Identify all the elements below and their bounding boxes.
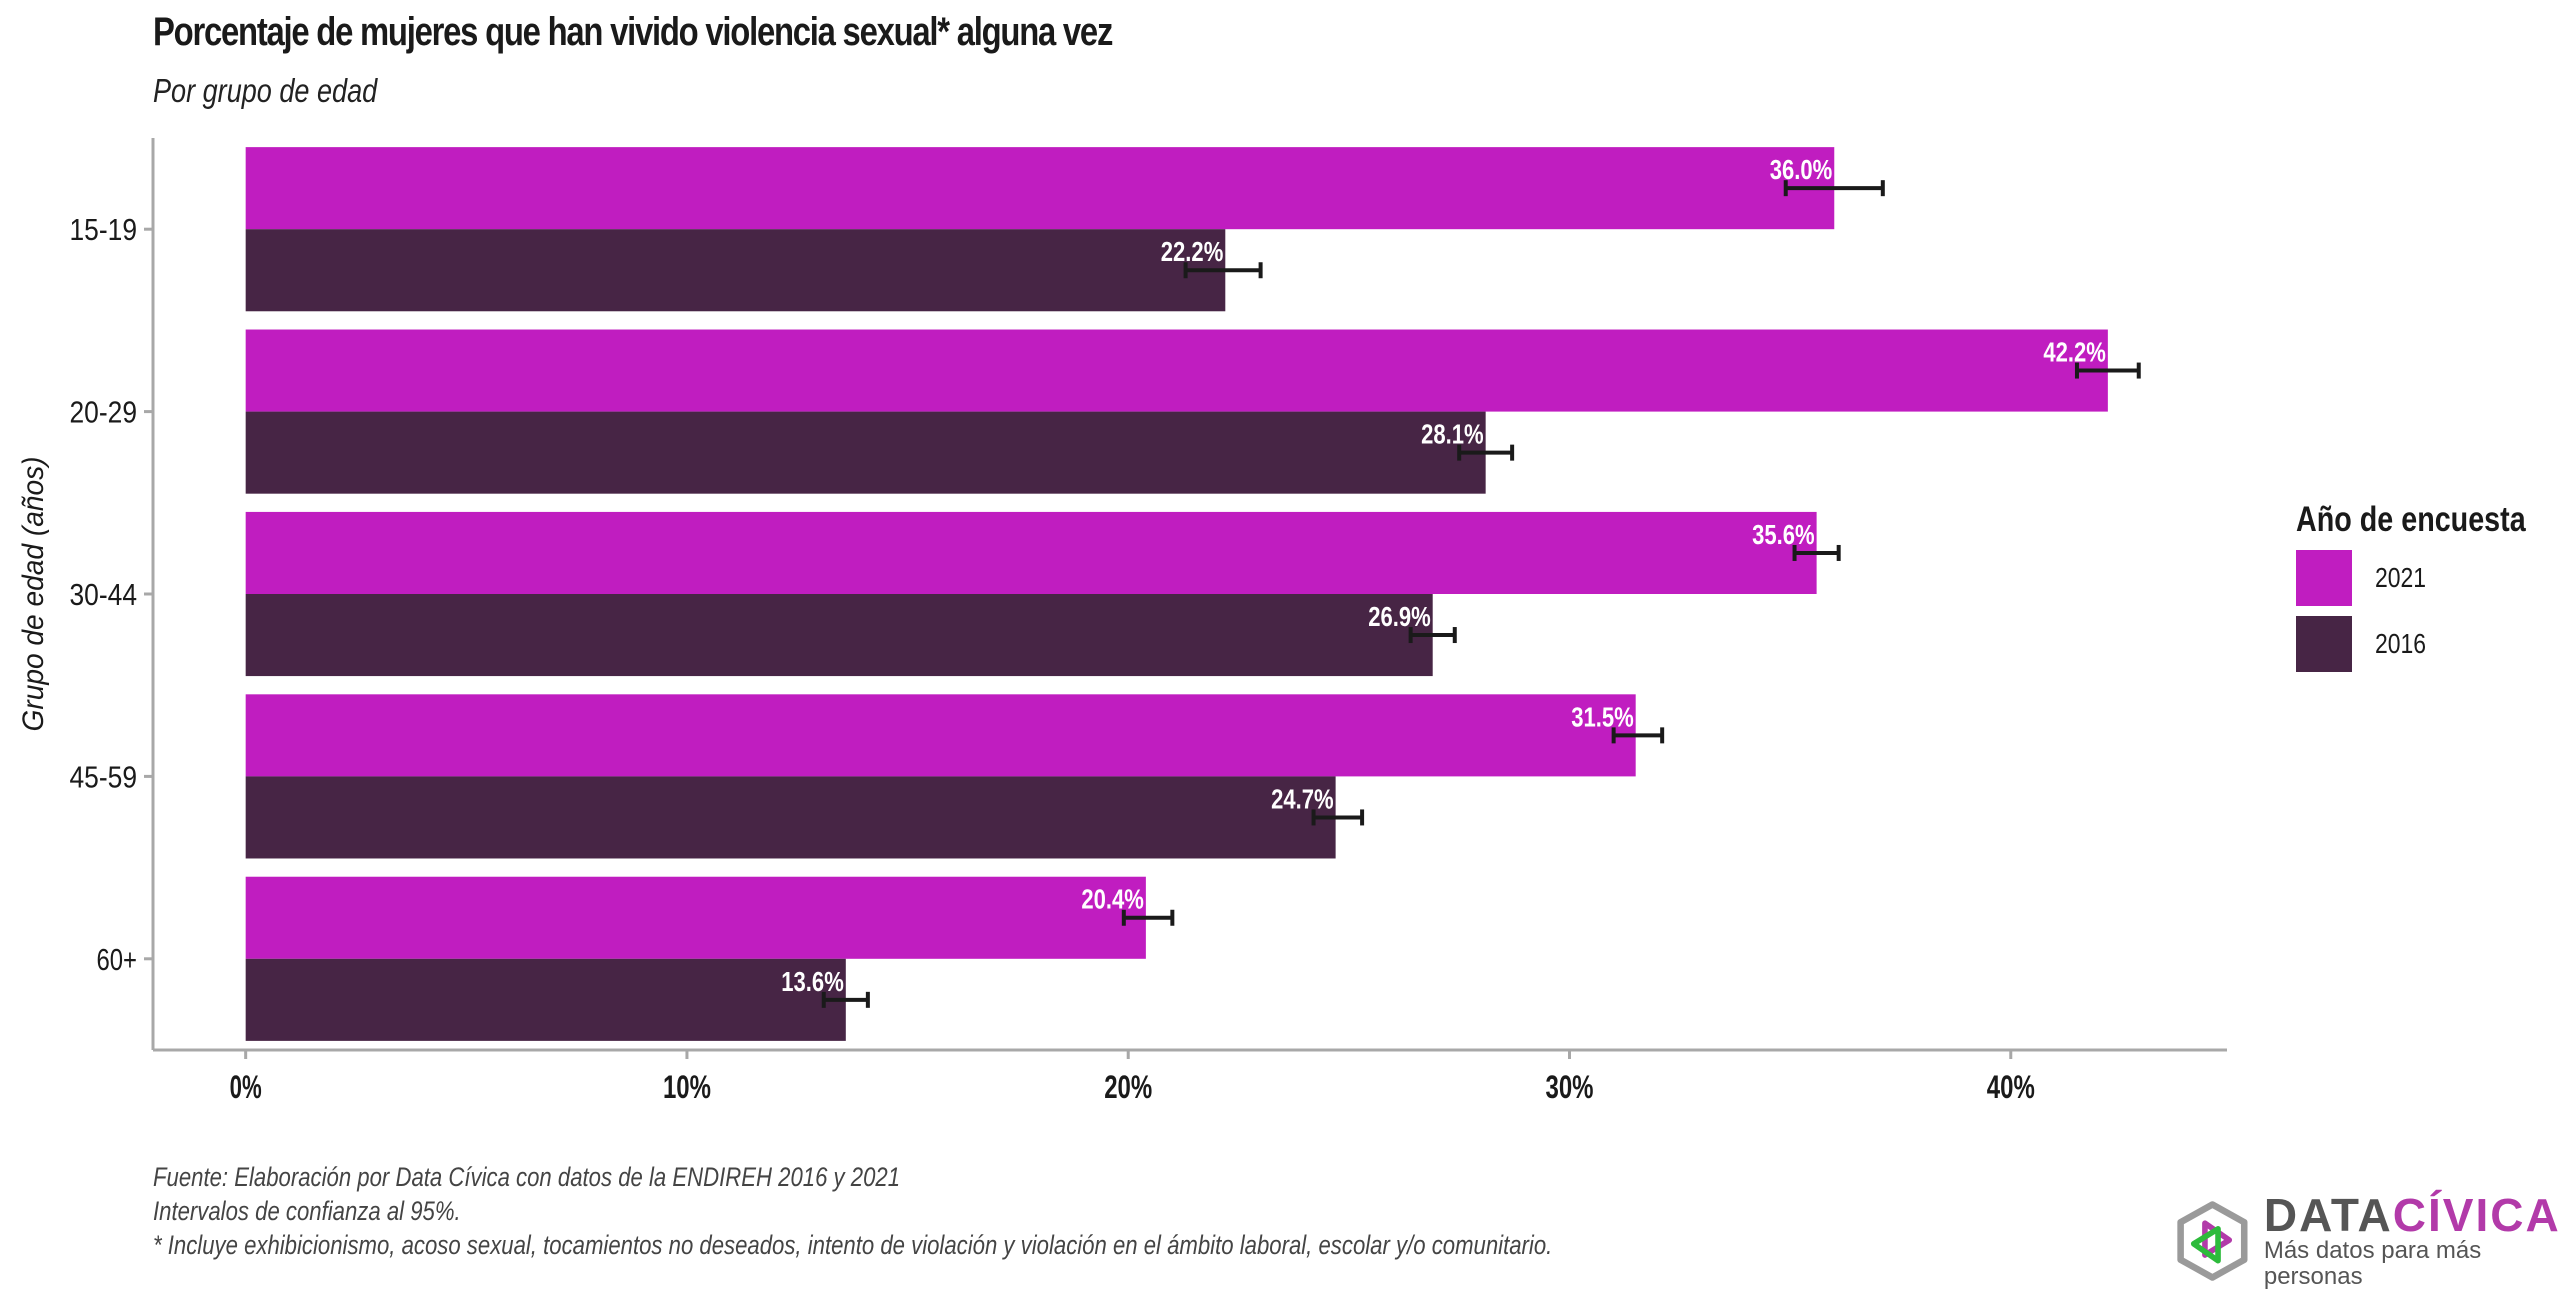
logo-word-data: DATA (2263, 1189, 2393, 1241)
x-tick-label: 0% (230, 1069, 262, 1105)
legend-swatch-2021 (2296, 550, 2352, 606)
bar-chart: 0% 10% 20% 30% 40% 15-19 20-29 30-44 45-59 60+ Gru… (17, 138, 2227, 1105)
datacivica-logo: DATACÍVICA Más datos para más personas (2175, 1192, 2560, 1290)
logo-tagline: Más datos para más personas (2263, 1237, 2482, 1290)
legend-swatch-2016 (2296, 616, 2352, 672)
caption: Fuente: Elaboración por Data Cívica con … (153, 1160, 1552, 1262)
y-tick-label: 60+ (97, 942, 138, 977)
data-label-2021: 35.6% (1752, 519, 1815, 550)
x-tick-label: 20% (1104, 1069, 1152, 1105)
legend-label-2021: 2021 (2375, 562, 2427, 593)
chart-subtitle: Por grupo de edad (153, 72, 378, 109)
bar-2021 (245, 694, 1636, 777)
x-tick-label: 10% (663, 1069, 711, 1105)
bar-2021 (245, 329, 2108, 412)
legend: Año de encuesta 2021 2016 (2296, 500, 2560, 672)
bar-2021 (245, 511, 1817, 594)
bar-2016 (245, 411, 1486, 494)
y-tick-label: 45-59 (70, 759, 138, 794)
caption-footnote: * Incluye exhibicionismo, acoso sexual, … (153, 1230, 1553, 1260)
bar-2021 (245, 876, 1146, 959)
caption-source: Fuente: Elaboración por Data Cívica con … (153, 1162, 901, 1192)
bar-2016 (245, 776, 1336, 859)
legend-title: Año de encuesta (2296, 500, 2526, 539)
legend-item-2021: 2021 (2296, 550, 2560, 606)
x-tick-label: 30% (1545, 1069, 1593, 1105)
data-label-2021: 20.4% (1081, 884, 1144, 915)
logo-wordmark: DATACÍVICA (2264, 1192, 2560, 1238)
data-label-2016: 28.1% (1421, 419, 1484, 450)
chart-title: Porcentaje de mujeres que han vivido vio… (153, 10, 1113, 54)
data-label-2021: 42.2% (2043, 337, 2106, 368)
caption-confidence: Intervalos de confianza al 95%. (153, 1196, 461, 1226)
data-label-2016: 26.9% (1368, 601, 1431, 632)
data-label-2016: 13.6% (781, 966, 844, 997)
data-label-2021: 36.0% (1770, 154, 1833, 185)
y-tick-label: 20-29 (70, 395, 138, 430)
y-tick-label: 15-19 (70, 212, 138, 247)
x-tick-label: 40% (1987, 1069, 2035, 1105)
legend-item-2016: 2016 (2296, 616, 2560, 672)
bar-2021 (245, 147, 1835, 230)
logo-word-civica: CÍVICA (2392, 1189, 2560, 1241)
bar-2016 (245, 958, 846, 1041)
y-tick-label: 30-44 (70, 577, 138, 612)
legend-label-2016: 2016 (2375, 628, 2427, 659)
bar-2016 (245, 594, 1433, 677)
bar-2016 (245, 229, 1226, 312)
y-axis-title: Grupo de edad (años) (17, 457, 50, 732)
data-label-2016: 24.7% (1271, 783, 1334, 814)
datacivica-logo-icon (2177, 1201, 2248, 1281)
data-label-2016: 22.2% (1161, 236, 1224, 267)
data-label-2021: 31.5% (1571, 701, 1634, 732)
